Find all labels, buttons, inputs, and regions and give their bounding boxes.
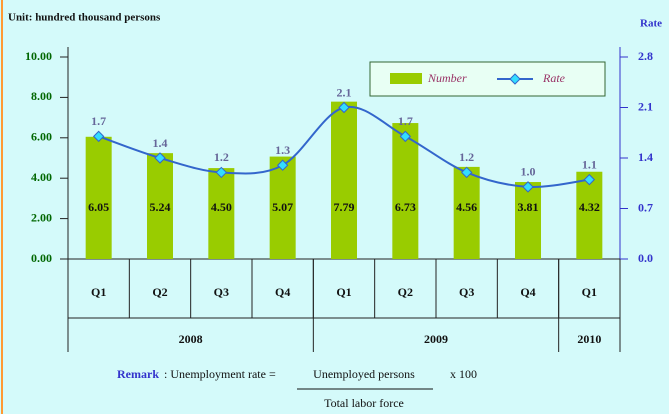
bar [85,136,112,259]
rate-value-label: 1.7 [398,114,413,128]
x-tick-label: Q1 [91,285,106,299]
x-tick-label: Q3 [214,285,229,299]
x-tick-label: Q4 [520,285,535,299]
remark-denominator: Total labor force [324,396,404,410]
y2-tick-label: 1.4 [638,150,653,164]
x-tick-label: Q1 [582,285,597,299]
rate-value-label: 1.2 [459,150,474,164]
rate-value-label: 1.3 [275,143,290,157]
legend-swatch [390,73,422,84]
group-label: 2010 [577,332,601,346]
y2-tick-label: 2.8 [638,49,653,63]
y2-tick-label: 0.7 [638,200,653,214]
bar-value-label: 6.05 [88,200,109,214]
bar-value-label: 7.79 [334,200,355,214]
rate-marker [215,166,228,179]
y-tick-label: 10.00 [25,49,52,63]
legend-label: Rate [542,71,566,85]
bar-value-label: 4.50 [211,200,232,214]
rate-marker [338,101,350,114]
bar-value-label: 5.24 [150,200,171,214]
remark-label: Remark [117,367,159,381]
bar [269,156,296,259]
y-tick-label: 2.00 [31,210,52,224]
rate-marker [399,130,412,143]
bar-value-label: 4.32 [579,200,600,214]
remark-multiplier: x 100 [450,367,477,381]
rate-value-label: 1.2 [214,150,229,164]
rate-marker [154,152,166,164]
rate-marker [460,166,473,179]
bar [515,182,541,259]
remark-numerator: Unemployed persons [313,367,415,381]
y2-tick-label: 0.0 [638,251,653,265]
x-tick-label: Q2 [398,285,413,299]
rate-value-label: 1.7 [91,114,106,128]
y-axis-title: Unit: hundred thousand persons [8,12,161,24]
group-label: 2008 [179,332,203,346]
y-tick-label: 0.00 [31,251,52,265]
y-tick-label: 4.00 [31,170,52,184]
y2-axis-title: Rate [640,18,662,30]
y2-tick-label: 2.1 [638,99,653,113]
x-tick-label: Q4 [275,285,290,299]
bar [208,168,235,259]
rate-marker [92,130,105,143]
bar-value-label: 6.73 [395,200,416,214]
bar [453,166,480,259]
rate-marker [276,159,289,171]
bar-value-label: 5.07 [272,200,293,214]
bar-value-label: 3.81 [518,200,539,214]
rate-marker [522,181,534,193]
bar [392,123,419,259]
remark-text: : Unemployment rate = [164,367,276,381]
bar [331,101,357,259]
y-tick-label: 6.00 [31,130,52,144]
rate-marker [583,173,596,186]
x-tick-label: Q1 [336,285,351,299]
rate-value-label: 1.1 [582,157,597,171]
bar-value-label: 4.56 [456,200,477,214]
bar [147,153,173,259]
y-tick-label: 8.00 [31,89,52,103]
rate-value-label: 1.0 [521,165,536,179]
x-tick-label: Q3 [459,285,474,299]
legend-label: Number [427,71,467,85]
legend-marker [509,73,521,85]
x-tick-label: Q2 [152,285,167,299]
rate-value-label: 1.4 [153,136,168,150]
rate-value-label: 2.1 [337,85,352,99]
bar [576,171,603,259]
group-label: 2009 [424,332,448,346]
